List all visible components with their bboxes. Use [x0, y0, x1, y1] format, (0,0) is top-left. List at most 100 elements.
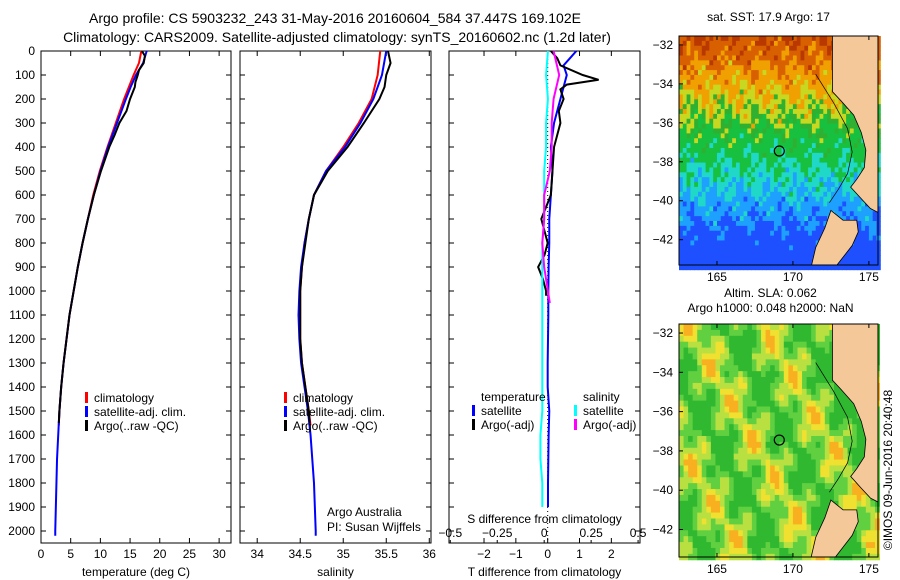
map-cell [861, 235, 866, 241]
map-cell [697, 477, 703, 484]
y-tick-label: −32 [653, 38, 674, 52]
map-cell [742, 512, 748, 519]
map-cell [762, 225, 767, 232]
map-cell [679, 240, 684, 246]
map-cell [765, 365, 771, 372]
map-cell [779, 500, 785, 508]
map-cell [756, 542, 762, 549]
map-cell [770, 483, 776, 490]
map-cell [686, 255, 691, 261]
map-cell [738, 341, 744, 349]
map-cell [692, 382, 698, 390]
map-cell [800, 182, 805, 188]
map-cell [683, 471, 689, 478]
map-cell [827, 45, 832, 52]
map-cell [808, 70, 813, 76]
map-cell [815, 494, 821, 502]
map-cell [690, 70, 695, 76]
map-cell [830, 104, 836, 110]
map-cell [754, 255, 760, 261]
map-cell [857, 245, 862, 251]
map-cell [762, 201, 767, 207]
map-cell [777, 40, 783, 47]
map-cell [720, 206, 726, 212]
map-cell [770, 489, 776, 496]
map-cell [739, 84, 745, 91]
x-tick-label: 34 [251, 547, 265, 561]
plot-frame [239, 50, 432, 544]
map-cell [847, 459, 853, 466]
x2-tick-label: −0.5 [438, 526, 462, 540]
map-cell [747, 377, 753, 384]
map-cell [724, 89, 729, 95]
map-cell [710, 506, 716, 514]
map-cell [683, 324, 689, 331]
map-cell [688, 459, 694, 466]
map-cell [715, 353, 721, 360]
map-cell [773, 162, 779, 168]
map-cell [728, 240, 733, 246]
map-cell [694, 255, 699, 261]
map-cell [754, 89, 760, 95]
map-cell [842, 186, 847, 193]
map-cell [838, 138, 843, 144]
map-cell [720, 394, 726, 402]
map-cell [756, 512, 762, 519]
map-cell [838, 465, 844, 472]
map-cell [804, 230, 809, 237]
map-cell [802, 506, 808, 514]
map-cell [806, 494, 812, 502]
map-cell [777, 186, 783, 193]
map-cell [720, 235, 726, 241]
map-cell [697, 435, 703, 443]
map-cell [808, 196, 813, 203]
map-cell [819, 40, 824, 47]
map-cell [710, 324, 716, 331]
map-cell [732, 138, 737, 144]
map-cell [743, 40, 748, 47]
map-cell [766, 65, 771, 71]
map-cell [827, 74, 832, 81]
map-cell [804, 216, 809, 222]
map-cell [742, 388, 748, 396]
legend-label: satellite [583, 404, 624, 418]
map-cell [834, 167, 840, 173]
map-cell [806, 441, 812, 449]
map-cell [774, 377, 780, 384]
map-cell [683, 424, 689, 431]
map-cell [762, 74, 767, 81]
map-cell [796, 113, 802, 120]
map-cell [706, 359, 712, 366]
map-cell [876, 74, 881, 81]
map-cell [808, 177, 813, 183]
map-cell [800, 162, 805, 168]
map-cell [876, 216, 881, 222]
map-cell [690, 177, 695, 183]
map-cell [849, 157, 855, 164]
map-cell [758, 230, 764, 237]
map-cell [686, 70, 691, 76]
map-cell [751, 264, 756, 271]
map-cell [833, 382, 840, 390]
map-cell [733, 542, 739, 549]
map-cell [701, 347, 707, 354]
map-cell [815, 512, 821, 519]
map-cell [729, 347, 735, 354]
map-cell [770, 518, 776, 525]
map-cell [743, 104, 748, 110]
map-cell [766, 113, 771, 120]
map-cell [710, 441, 716, 449]
map-cell [773, 191, 779, 198]
map-cell [865, 264, 870, 271]
map-cell [870, 506, 876, 514]
map-cell [739, 264, 745, 271]
map-cell [770, 347, 776, 354]
map-cell [682, 128, 688, 134]
map-cell [688, 412, 694, 419]
map-cell [804, 104, 809, 110]
map-cell [728, 123, 733, 129]
map-cell [743, 89, 748, 95]
map-cell [815, 206, 821, 212]
map-cell [724, 177, 729, 183]
map-cell [743, 196, 748, 203]
